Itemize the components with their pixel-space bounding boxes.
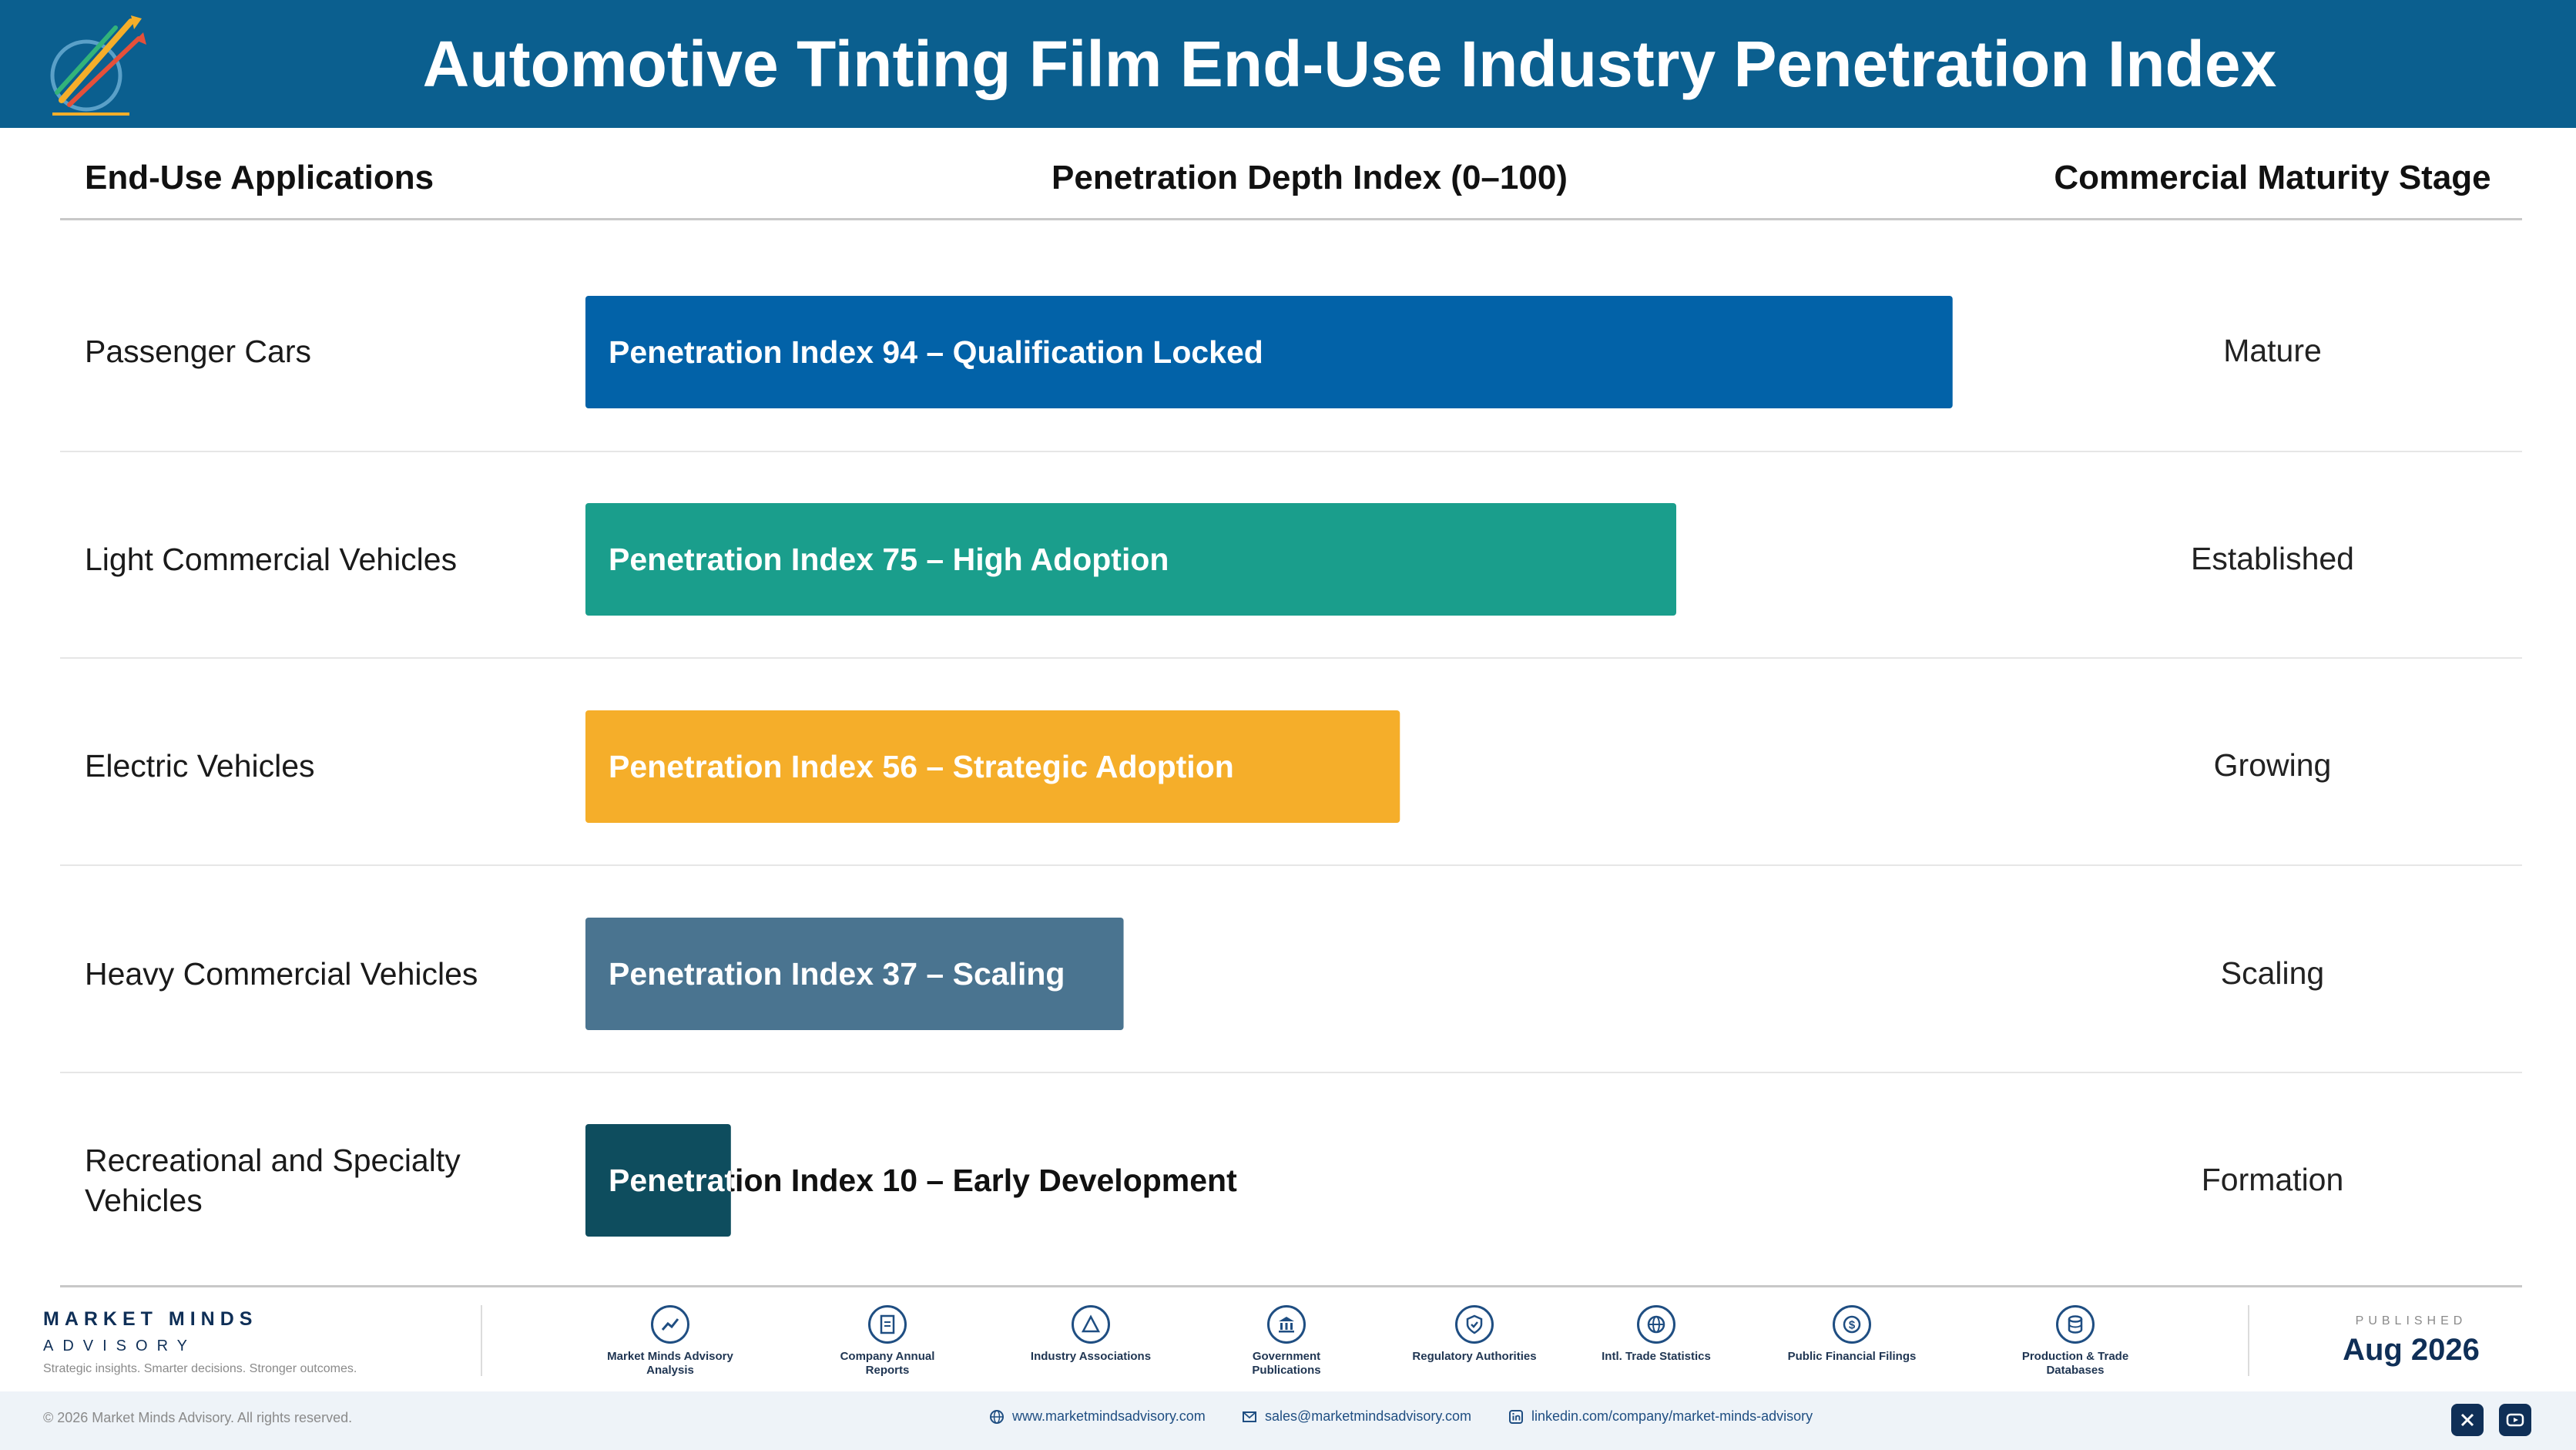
source-item: Regulatory Authorities [1405, 1305, 1544, 1364]
stage-heavy-commercial: Scaling [2220, 955, 2325, 991]
brand-name: MARKET MINDS [43, 1308, 258, 1330]
globe-icon [1637, 1305, 1675, 1344]
bar-electric-vehicles [585, 710, 1400, 823]
government-building-icon [1267, 1305, 1306, 1344]
row-divider [60, 1072, 2522, 1073]
published-date: Aug 2026 [2343, 1333, 2480, 1367]
source-item: Intl. Trade Statistics [1587, 1305, 1726, 1364]
bar-light-commercial-vehicles [585, 503, 1676, 616]
footer-contact-band [0, 1391, 2576, 1450]
source-item: Market Minds Advisory Analysis [601, 1305, 740, 1378]
source-item: Government Publications [1217, 1305, 1356, 1378]
brand-tagline: Strategic insights. Smarter decisions. S… [43, 1362, 357, 1375]
page-title: Automotive Tinting Film End-Use Industry… [422, 28, 2277, 100]
published-label: PUBLISHED [2355, 1314, 2467, 1327]
trend-line-icon [651, 1305, 689, 1344]
column-header-depth: Penetration Depth Index (0–100) [1052, 159, 1568, 196]
table-bottom-divider [60, 1285, 2522, 1287]
column-header-stage: Commercial Maturity Stage [2054, 159, 2491, 196]
website-link[interactable]: www.marketmindsadvisory.com [989, 1408, 1206, 1425]
row-divider [60, 657, 2522, 659]
header-divider [60, 218, 2522, 220]
row-label-light-commercial: Light Commercial Vehicles [85, 542, 458, 577]
stage-light-commercial: Established [2191, 541, 2354, 576]
row-label-heavy-commercial: Heavy Commercial Vehicles [85, 956, 478, 992]
linkedin-link[interactable]: linkedin.com/company/market-minds-adviso… [1508, 1408, 1813, 1425]
row-label-recreational: Recreational and Specialty Vehicles [85, 1143, 461, 1218]
row-label-passenger-cars: Passenger Cars [85, 334, 311, 369]
x-icon[interactable] [2451, 1404, 2484, 1436]
stage-passenger-cars: Mature [2223, 333, 2322, 368]
source-item: Production & Trade Databases [2006, 1305, 2145, 1378]
row-divider [60, 864, 2522, 866]
source-item: $ Public Financial Filings [1783, 1305, 1921, 1364]
mail-icon [1243, 1411, 1256, 1422]
document-icon [868, 1305, 907, 1344]
brand-subtitle: ADVISORY [43, 1338, 196, 1354]
stage-recreational: Formation [2201, 1162, 2344, 1197]
website-text: www.marketmindsadvisory.com [1012, 1408, 1206, 1424]
source-item: Industry Associations [1021, 1305, 1160, 1364]
database-icon [2056, 1305, 2095, 1344]
svg-text:$: $ [1849, 1319, 1856, 1332]
footer-divider [2248, 1305, 2249, 1376]
row-divider [60, 451, 2522, 452]
rising-arrows-logo-icon [50, 15, 146, 116]
linkedin-icon [1509, 1409, 1523, 1424]
email-link[interactable]: sales@marketmindsadvisory.com [1242, 1408, 1471, 1425]
column-header-applications: End-Use Applications [85, 159, 434, 196]
footer-divider [481, 1305, 482, 1376]
bar-recreational-and-specialty-vehicles [585, 1124, 731, 1237]
linkedin-text: linkedin.com/company/market-minds-adviso… [1531, 1408, 1813, 1424]
footer: MARKET MINDS ADVISORY Strategic insights… [0, 1294, 2576, 1450]
title-banner: Automotive Tinting Film End-Use Industry… [0, 0, 2576, 128]
dollar-coin-icon: $ [1833, 1305, 1871, 1344]
stage-electric: Growing [2213, 747, 2332, 783]
shield-check-icon [1455, 1305, 1494, 1344]
email-text: sales@marketmindsadvisory.com [1265, 1408, 1472, 1424]
source-item: Company Annual Reports [818, 1305, 957, 1378]
bar-passenger-cars [585, 296, 1953, 408]
row-label-electric: Electric Vehicles [85, 748, 315, 784]
bar-heavy-commercial-vehicles [585, 918, 1124, 1030]
youtube-icon[interactable] [2499, 1404, 2531, 1436]
network-triangle-icon [1072, 1305, 1110, 1344]
globe-icon [990, 1409, 1004, 1424]
copyright-text: © 2026 Market Minds Advisory. All rights… [43, 1410, 353, 1425]
